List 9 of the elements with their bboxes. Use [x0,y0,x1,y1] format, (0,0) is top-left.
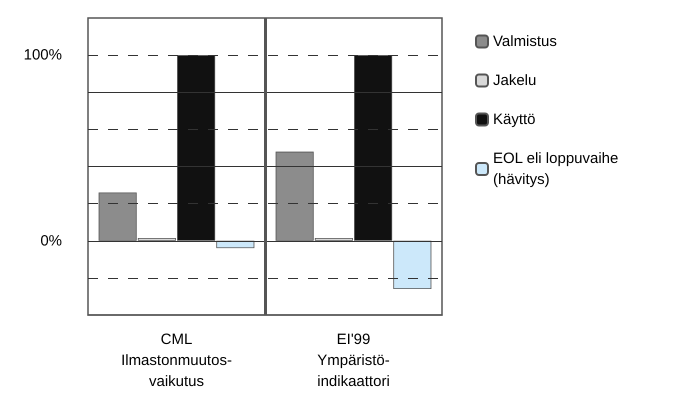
y-tick-label: 0% [40,232,62,250]
y-tick-label: 100% [24,46,62,64]
legend-label: Jakelu [493,72,536,89]
x-tick-label: EI'99 Ympäristö- indikaattori [317,331,390,390]
bar [393,240,432,290]
legend-label: EOL eli loppuvaihe (hävitys) [493,150,623,188]
legend-label: Valmistus [493,33,557,50]
x-tick-label: CML Ilmastonmuutos- vaikutus [121,331,232,390]
legend-label: Käyttö [493,111,536,128]
